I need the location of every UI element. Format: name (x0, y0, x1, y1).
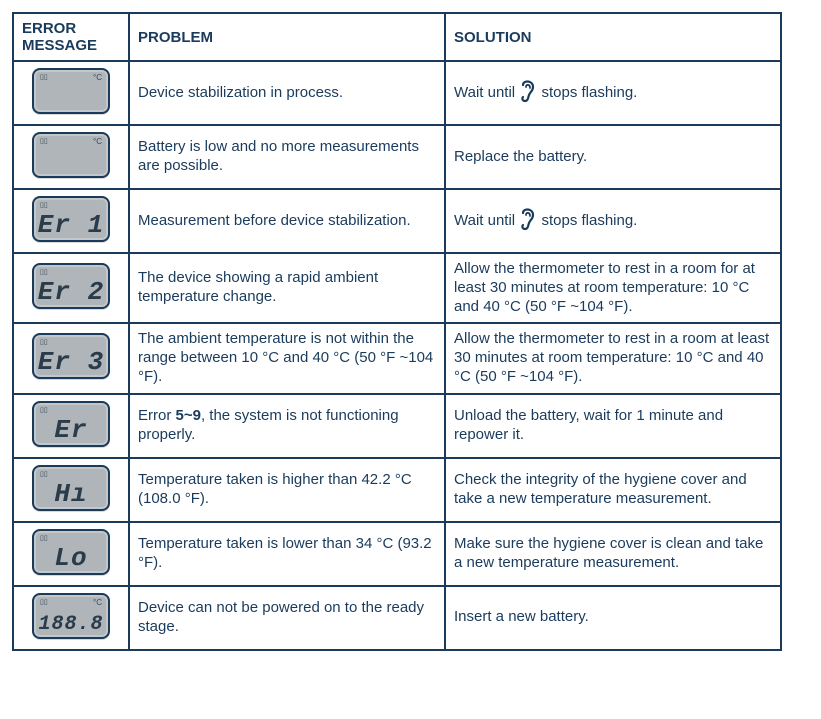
problem-bold: 5~9 (176, 407, 201, 424)
lcd-indicator-icon: ▯▯ (40, 406, 48, 414)
solution-text: Allow the thermometer to rest in a room … (454, 330, 769, 385)
lcd-display: ▯▯ °C (32, 68, 110, 114)
table-row: ▯▯ Er Error 5~9, the system is not functio… (13, 394, 781, 458)
table-row: ▯▯ Lo Temperature taken is lower than 34 °… (13, 522, 781, 586)
lcd-unit-icon: °C (93, 137, 102, 146)
table-row: ▯▯ Hı Temperature taken is higher than 42.… (13, 458, 781, 522)
solution-text: Unload the battery, wait for 1 minute an… (454, 407, 723, 443)
lcd-display: ▯▯ °C 188.8 (32, 593, 110, 639)
cell-problem: Device stabilization in process. (129, 61, 445, 125)
lcd-display: ▯▯ °C (32, 132, 110, 178)
lcd-text: Er 2 (34, 279, 108, 305)
cell-solution: Replace the battery. (445, 125, 781, 189)
solution-text: Wait until (454, 212, 519, 229)
cell-error-icon: ▯▯ Hı (13, 458, 129, 522)
header-problem: PROBLEM (129, 13, 445, 61)
error-table: ERRORMESSAGE PROBLEM SOLUTION ▯▯ °C Device… (12, 12, 782, 651)
lcd-text: 188.8 (34, 615, 108, 635)
ear-icon (519, 206, 537, 236)
problem-text: Error (138, 407, 176, 424)
solution-text: Wait until (454, 84, 519, 101)
cell-problem: Battery is low and no more measurements … (129, 125, 445, 189)
cell-problem: Error 5~9, the system is not functioning… (129, 394, 445, 458)
cell-problem: Temperature taken is lower than 34 °C (9… (129, 522, 445, 586)
lcd-indicator-icon: ▯▯ (40, 137, 48, 145)
cell-solution: Make sure the hygiene cover is clean and… (445, 522, 781, 586)
table-row: ▯▯ Er 2 The device showing a rapid ambient… (13, 253, 781, 323)
cell-solution: Allow the thermometer to rest in a room … (445, 253, 781, 323)
cell-error-icon: ▯▯ °C (13, 61, 129, 125)
lcd-display: ▯▯ Er 2 (32, 263, 110, 309)
problem-text: The ambient temperature is not within th… (138, 330, 433, 385)
header-text: SOLUTION (454, 29, 532, 46)
header-text: ERRORMESSAGE (22, 20, 97, 54)
solution-text: Check the integrity of the hygiene cover… (454, 471, 747, 507)
cell-solution: Check the integrity of the hygiene cover… (445, 458, 781, 522)
lcd-indicator-icon: ▯▯ (40, 201, 48, 209)
solution-text: stops flashing. (537, 84, 637, 101)
ear-icon (519, 78, 537, 108)
lcd-text: Lo (34, 545, 108, 571)
problem-text: Device can not be powered on to the read… (138, 599, 424, 635)
header-solution: SOLUTION (445, 13, 781, 61)
lcd-text: Er 1 (34, 212, 108, 238)
solution-text: Make sure the hygiene cover is clean and… (454, 535, 763, 571)
lcd-indicator-icon: ▯▯ (40, 338, 48, 346)
lcd-indicator-icon: ▯▯ (40, 470, 48, 478)
lcd-display: ▯▯ Er (32, 401, 110, 447)
cell-error-icon: ▯▯ Er 2 (13, 253, 129, 323)
cell-error-icon: ▯▯ Er 3 (13, 323, 129, 393)
cell-error-icon: ▯▯ Er 1 (13, 189, 129, 253)
table-row: ▯▯ Er 1 Measurement before device stabiliz… (13, 189, 781, 253)
solution-text: stops flashing. (537, 212, 637, 229)
header-text: PROBLEM (138, 29, 213, 46)
table-row: ▯▯ °C 188.8 Device can not be powered on to… (13, 586, 781, 650)
cell-problem: Device can not be powered on to the read… (129, 586, 445, 650)
lcd-indicator-icon: ▯▯ (40, 534, 48, 542)
lcd-display: ▯▯ Er 3 (32, 333, 110, 379)
problem-text: Device stabilization in process. (138, 84, 343, 101)
cell-problem: The ambient temperature is not within th… (129, 323, 445, 393)
solution-text: Insert a new battery. (454, 608, 589, 625)
cell-solution: Insert a new battery. (445, 586, 781, 650)
header-error-message: ERRORMESSAGE (13, 13, 129, 61)
cell-error-icon: ▯▯ Er (13, 394, 129, 458)
cell-problem: Measurement before device stabilization. (129, 189, 445, 253)
problem-text: Battery is low and no more measurements … (138, 138, 419, 174)
problem-text: Temperature taken is higher than 42.2 °C… (138, 471, 412, 507)
cell-solution: Allow the thermometer to rest in a room … (445, 323, 781, 393)
cell-error-icon: ▯▯ °C 188.8 (13, 586, 129, 650)
problem-text: Measurement before device stabilization. (138, 212, 411, 229)
cell-error-icon: ▯▯ °C (13, 125, 129, 189)
solution-text: Allow the thermometer to rest in a room … (454, 260, 755, 315)
lcd-display: ▯▯ Lo (32, 529, 110, 575)
problem-text: The device showing a rapid ambient tempe… (138, 269, 378, 305)
lcd-text: Er (34, 417, 108, 443)
table-row: ▯▯ Er 3 The ambient temperature is not wit… (13, 323, 781, 393)
table-row: ▯▯ °C Device stabilization in process. Wait… (13, 61, 781, 125)
lcd-indicator-icon: ▯▯ (40, 598, 48, 606)
lcd-text: Er 3 (34, 349, 108, 375)
cell-solution: Wait until stops flashing. (445, 189, 781, 253)
cell-error-icon: ▯▯ Lo (13, 522, 129, 586)
lcd-display: ▯▯ Hı (32, 465, 110, 511)
lcd-display: ▯▯ Er 1 (32, 196, 110, 242)
lcd-unit-icon: °C (93, 73, 102, 82)
problem-text: Temperature taken is lower than 34 °C (9… (138, 535, 432, 571)
cell-solution: Wait until stops flashing. (445, 61, 781, 125)
solution-text: Replace the battery. (454, 148, 587, 165)
lcd-unit-icon: °C (93, 598, 102, 607)
cell-solution: Unload the battery, wait for 1 minute an… (445, 394, 781, 458)
cell-problem: Temperature taken is higher than 42.2 °C… (129, 458, 445, 522)
cell-problem: The device showing a rapid ambient tempe… (129, 253, 445, 323)
lcd-indicator-icon: ▯▯ (40, 73, 48, 81)
table-row: ▯▯ °C Battery is low and no more measureme… (13, 125, 781, 189)
table-header-row: ERRORMESSAGE PROBLEM SOLUTION (13, 13, 781, 61)
lcd-indicator-icon: ▯▯ (40, 268, 48, 276)
lcd-text: Hı (34, 481, 108, 507)
